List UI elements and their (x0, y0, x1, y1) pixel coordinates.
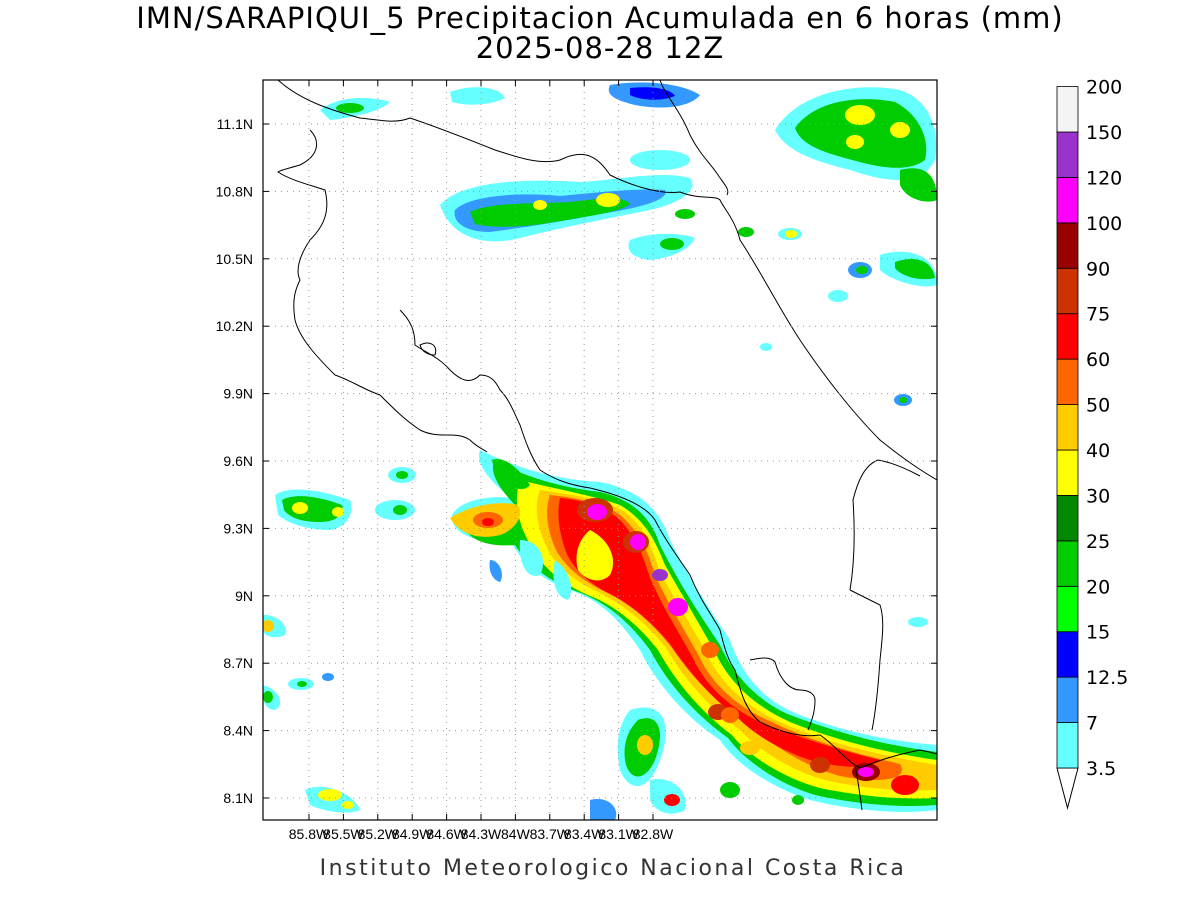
colorbar-label: 50 (1086, 395, 1110, 417)
colorbar-label: 25 (1086, 531, 1110, 553)
colorbar-label: 90 (1086, 258, 1110, 280)
colorbar-label: 20 (1086, 576, 1110, 598)
colorbar-swatch (1056, 177, 1079, 224)
y-tick-label: 9.6N (223, 453, 253, 469)
map-datetime: 2025-08-28 12Z (475, 31, 725, 65)
y-tick-label: 11.1N (217, 116, 253, 132)
colorbar-swatch (1056, 722, 1079, 769)
x-tick-label: 85.2W (358, 826, 399, 842)
y-tick-label: 9.3N (223, 520, 253, 536)
colorbar-swatch (1056, 267, 1079, 315)
colorbar-label: 200 (1086, 77, 1122, 99)
colorbar-swatch (1056, 585, 1079, 633)
x-tick-label: 83.7W (530, 826, 571, 842)
colorbar-swatch (1056, 495, 1079, 542)
precip-band-main (450, 450, 937, 820)
colorbar-swatch (1056, 540, 1079, 587)
y-tick-label: 10.5N (216, 251, 253, 267)
x-tick-label: 83.4W (564, 826, 605, 842)
y-tick-label: 8.1N (223, 790, 253, 806)
y-tick-label: 8.7N (223, 655, 253, 671)
lat-lon-grid (263, 80, 937, 820)
map-title: IMN/SARAPIQUI_5 Precipitacion Acumulada … (136, 1, 1064, 35)
y-tick-label: 9.9N (223, 386, 253, 402)
colorbar-swatch (1056, 449, 1079, 496)
colorbar-label: 75 (1086, 304, 1110, 326)
colorbar-swatch (1056, 131, 1079, 178)
precip-band-north (320, 82, 937, 406)
colorbar-label: 30 (1086, 485, 1110, 507)
y-tick-label: 10.2N (216, 318, 253, 334)
colorbar-swatch (1056, 676, 1079, 723)
colorbar-label: 120 (1086, 167, 1122, 189)
x-tick-label: 85.5W (323, 826, 364, 842)
colorbar-label: 60 (1086, 349, 1110, 371)
footer-credit: Instituto Meteorologico Nacional Costa R… (319, 856, 907, 881)
x-tick-label: 82.8W (633, 826, 674, 842)
map-frame (262, 79, 938, 821)
colorbar-swatch (1056, 404, 1079, 451)
colorbar-label: 3.5 (1086, 758, 1116, 780)
x-tick-label: 85.8W (289, 826, 330, 842)
x-tick-label: 84.9W (392, 826, 433, 842)
y-tick-label: 9N (235, 588, 253, 604)
colorbar-swatch (1056, 222, 1079, 269)
coastlines (277, 80, 937, 811)
x-tick-label: 84.3W (461, 826, 502, 842)
colorbar-label: 12.5 (1086, 667, 1128, 689)
x-tick-label: 83.1W (598, 826, 639, 842)
colorbar-label: 150 (1086, 122, 1122, 144)
colorbar-swatch (1056, 86, 1079, 133)
colorbar: 3.5 7 12.5 15 20 25 30 40 50 60 75 90 100 120 150 200 (1056, 77, 1128, 810)
y-tick-label: 8.4N (223, 723, 253, 739)
x-tick-label: 84.6W (426, 826, 467, 842)
colorbar-low-triangle (1056, 767, 1079, 810)
colorbar-label: 40 (1086, 440, 1110, 462)
colorbar-label: 15 (1086, 622, 1110, 644)
colorbar-swatch (1056, 631, 1079, 678)
precip-patches-west (263, 467, 928, 813)
precip-field (263, 82, 937, 820)
colorbar-swatch (1056, 358, 1079, 405)
x-tick-label: 84W (501, 826, 531, 842)
colorbar-swatch (1056, 313, 1079, 360)
y-tick-label: 10.8N (216, 183, 253, 199)
colorbar-label: 7 (1086, 713, 1098, 735)
colorbar-label: 100 (1086, 213, 1122, 235)
